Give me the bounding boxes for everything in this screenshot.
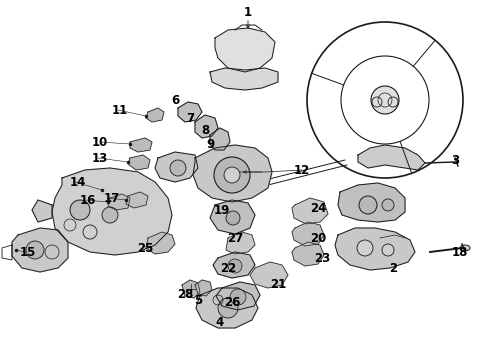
Text: 23: 23: [314, 252, 330, 265]
Polygon shape: [210, 200, 255, 234]
Text: 11: 11: [112, 104, 128, 117]
Text: 28: 28: [177, 288, 193, 302]
Polygon shape: [250, 262, 288, 288]
Text: 19: 19: [214, 203, 230, 216]
Polygon shape: [146, 108, 164, 122]
Text: 20: 20: [310, 231, 326, 244]
Text: 12: 12: [294, 163, 310, 176]
Text: 13: 13: [92, 152, 108, 165]
Polygon shape: [210, 128, 230, 150]
Circle shape: [388, 97, 398, 107]
Text: 2: 2: [389, 261, 397, 274]
Text: 8: 8: [201, 123, 209, 136]
Polygon shape: [292, 242, 324, 266]
Polygon shape: [146, 232, 175, 254]
Polygon shape: [155, 152, 198, 182]
Circle shape: [226, 211, 240, 225]
Polygon shape: [32, 200, 52, 222]
Circle shape: [224, 167, 240, 183]
Polygon shape: [196, 288, 258, 328]
Polygon shape: [182, 280, 200, 298]
Circle shape: [214, 157, 250, 193]
Polygon shape: [195, 115, 218, 138]
Text: 9: 9: [206, 139, 214, 152]
Circle shape: [371, 86, 399, 114]
Circle shape: [228, 259, 242, 273]
Circle shape: [218, 298, 238, 318]
Circle shape: [170, 160, 186, 176]
Circle shape: [102, 207, 118, 223]
Polygon shape: [126, 192, 148, 208]
Ellipse shape: [460, 245, 470, 251]
Polygon shape: [178, 102, 202, 122]
Polygon shape: [52, 168, 172, 255]
Polygon shape: [193, 145, 272, 202]
Polygon shape: [335, 228, 415, 270]
Circle shape: [70, 200, 90, 220]
Circle shape: [372, 97, 382, 107]
Text: 24: 24: [310, 202, 326, 215]
Polygon shape: [195, 280, 212, 296]
Text: 1: 1: [244, 5, 252, 18]
Polygon shape: [226, 232, 255, 254]
Polygon shape: [130, 138, 152, 152]
Text: 17: 17: [104, 192, 120, 204]
Circle shape: [382, 244, 394, 256]
Polygon shape: [215, 28, 275, 72]
Text: 4: 4: [216, 315, 224, 328]
Circle shape: [230, 289, 246, 305]
Polygon shape: [292, 222, 324, 246]
Polygon shape: [210, 68, 278, 90]
Text: 27: 27: [227, 231, 243, 244]
Circle shape: [26, 241, 44, 259]
Text: 7: 7: [186, 112, 194, 125]
Polygon shape: [12, 228, 68, 272]
Polygon shape: [338, 183, 405, 222]
Text: 10: 10: [92, 135, 108, 148]
Text: 18: 18: [452, 246, 468, 258]
Polygon shape: [358, 145, 425, 170]
Text: 21: 21: [270, 279, 286, 292]
Circle shape: [359, 196, 377, 214]
Text: 22: 22: [220, 261, 236, 274]
Text: 14: 14: [70, 175, 86, 189]
Circle shape: [357, 240, 373, 256]
Polygon shape: [128, 155, 150, 170]
Polygon shape: [292, 198, 328, 224]
Text: 5: 5: [194, 293, 202, 306]
Circle shape: [382, 199, 394, 211]
Text: 6: 6: [171, 94, 179, 107]
Polygon shape: [213, 252, 255, 278]
Text: 26: 26: [224, 296, 240, 309]
Polygon shape: [108, 194, 130, 210]
Text: 16: 16: [80, 194, 96, 207]
Text: 15: 15: [20, 246, 36, 258]
Polygon shape: [216, 282, 260, 310]
Text: 25: 25: [137, 242, 153, 255]
Text: 3: 3: [451, 153, 459, 166]
